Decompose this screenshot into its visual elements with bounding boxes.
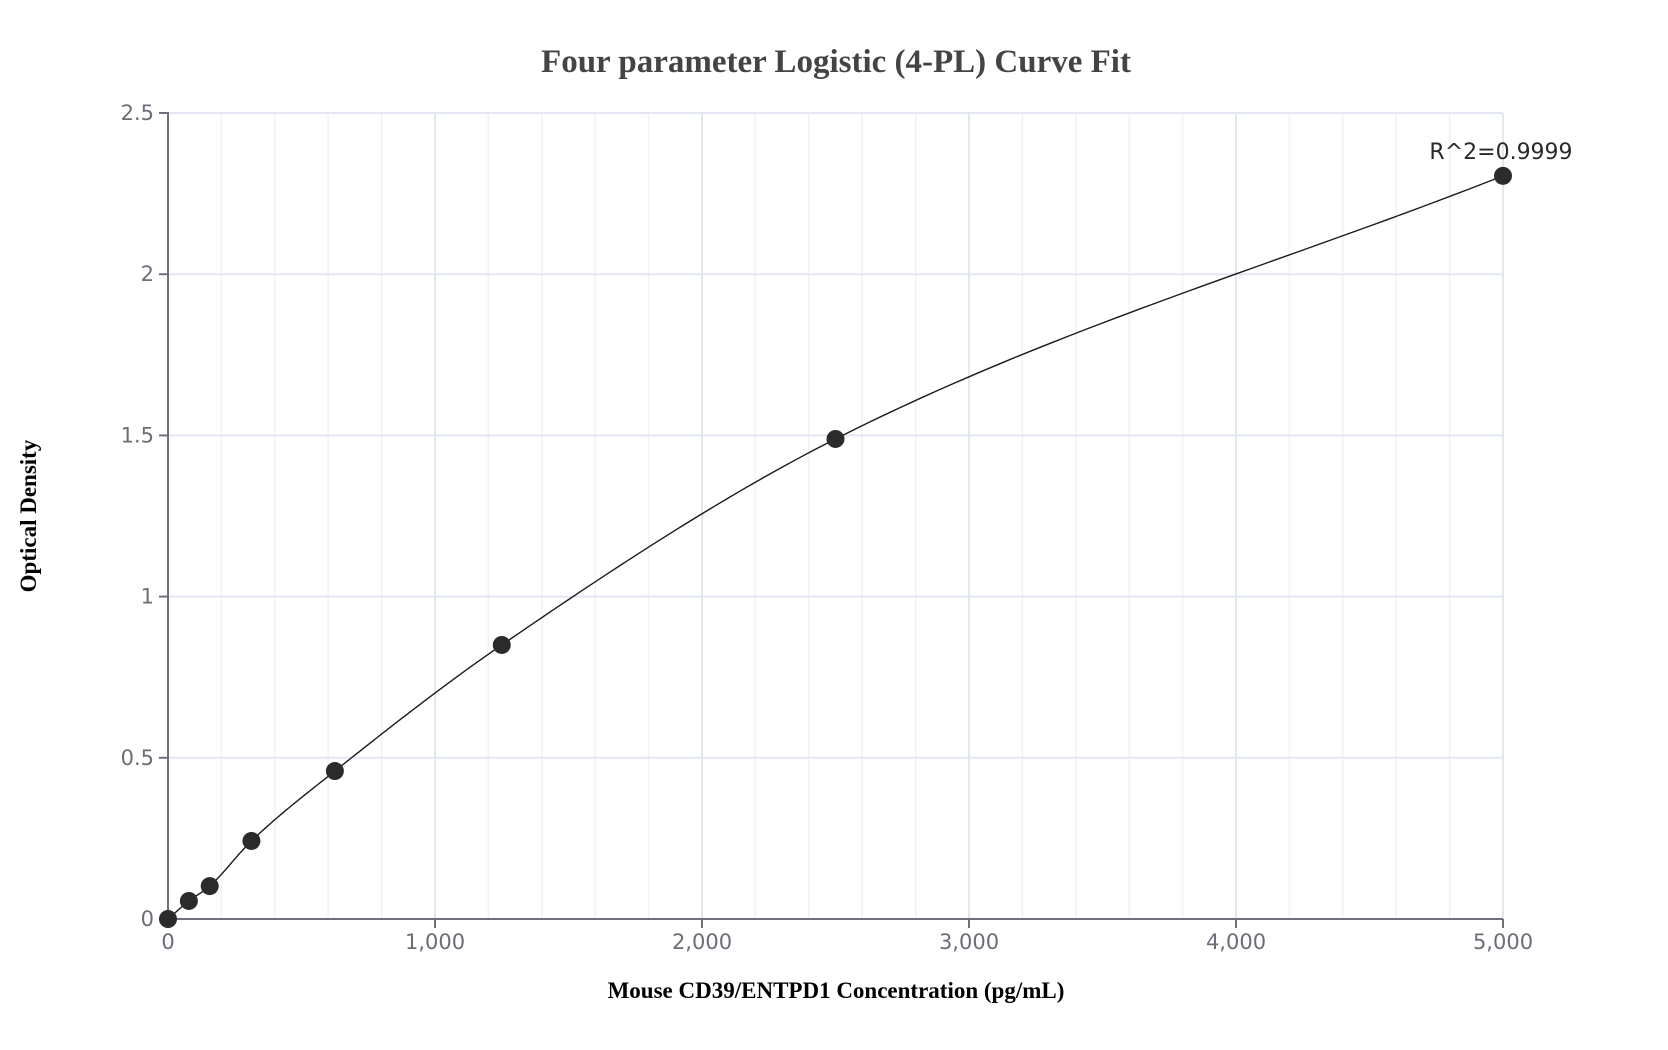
fit-curve — [167, 175, 1504, 920]
data-points — [159, 166, 1512, 928]
x-tick-label: 4,000 — [1206, 930, 1266, 954]
x-axis-ticks: 0 1,000 2,000 3,000 4,000 5,000 — [161, 919, 1533, 954]
y-tick-label: 2 — [141, 262, 154, 286]
minor-gridlines — [220, 113, 1451, 919]
data-point — [325, 762, 344, 781]
x-tick-label: 0 — [161, 930, 174, 954]
major-gridlines — [168, 112, 1504, 919]
x-tick-label: 5,000 — [1473, 930, 1533, 954]
y-tick-label: 1.5 — [121, 423, 154, 447]
axes — [167, 112, 1503, 920]
data-point — [492, 635, 511, 654]
data-point — [159, 910, 177, 928]
x-tick-label: 2,000 — [672, 930, 732, 954]
data-point — [1494, 166, 1512, 185]
data-point — [200, 877, 219, 896]
chart-title: Four parameter Logistic (4-PL) Curve Fit — [541, 44, 1131, 80]
data-point — [826, 429, 845, 448]
y-tick-label: 2.5 — [121, 101, 154, 125]
x-tick-label: 3,000 — [939, 930, 999, 954]
data-point — [179, 891, 198, 910]
x-tick-label: 1,000 — [405, 930, 465, 954]
y-axis-title: Optical Density — [16, 439, 41, 592]
y-tick-label: 0 — [141, 907, 154, 931]
data-point — [242, 831, 261, 850]
r-squared-annotation: R^2=0.9999 — [1429, 140, 1572, 165]
x-axis-title: Mouse CD39/ENTPD1 Concentration (pg/mL) — [608, 978, 1065, 1003]
y-tick-label: 1 — [141, 585, 154, 609]
y-axis-ticks: 0 0.5 1 1.5 2 2.5 — [121, 101, 168, 931]
y-tick-label: 0.5 — [121, 746, 154, 770]
